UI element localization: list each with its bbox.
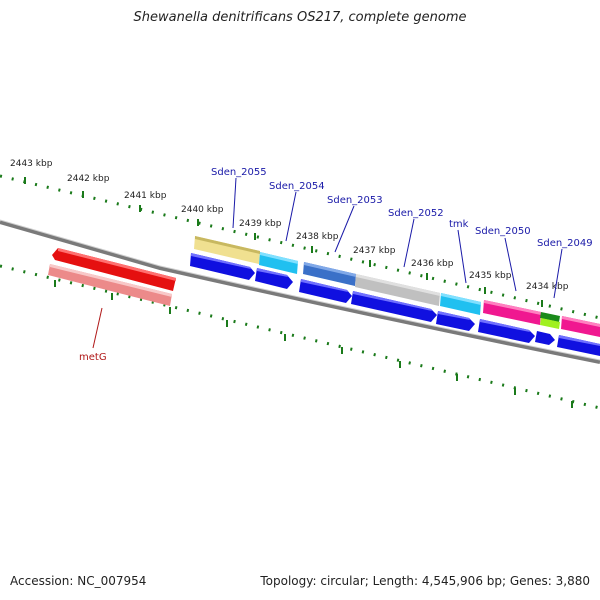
gene-label-sden-2050: Sden_2050 xyxy=(475,226,531,237)
scale-label: 2439 kbp xyxy=(239,219,282,229)
scale-label: 2442 kbp xyxy=(67,174,110,184)
label-leaders xyxy=(232,177,563,299)
scale-label: 2434 kbp xyxy=(526,282,569,292)
scale-label: 2441 kbp xyxy=(124,191,167,201)
metG-leader xyxy=(92,307,103,349)
gene-label-sden-2052: Sden_2052 xyxy=(388,208,444,219)
gene-label-tmk: tmk xyxy=(449,219,469,230)
scale-labels: 2443 kbp 2442 kbp 2441 kbp 2440 kbp 2439… xyxy=(10,159,569,292)
genome-backbone xyxy=(0,220,600,364)
gene-label-sden-2053: Sden_2053 xyxy=(327,195,383,206)
scale-label: 2438 kbp xyxy=(296,232,339,242)
scale-label: 2437 kbp xyxy=(353,246,396,256)
topology-text: Topology: circular; Length: 4,545,906 bp… xyxy=(260,574,590,588)
upper-major-ticks xyxy=(24,177,543,307)
gene-label-sden-2055: Sden_2055 xyxy=(211,167,267,178)
scale-label: 2440 kbp xyxy=(181,205,224,215)
scale-label: 2435 kbp xyxy=(469,271,512,281)
gene-label-sden-2054: Sden_2054 xyxy=(269,181,325,192)
scale-label: 2436 kbp xyxy=(411,259,454,269)
scale-label: 2443 kbp xyxy=(10,159,53,169)
gene-arrows[interactable] xyxy=(190,253,600,356)
map-title: Shewanella denitrificans OS217, complete… xyxy=(133,10,467,25)
lower-major-ticks xyxy=(54,280,573,408)
feature-boxes-upper xyxy=(194,236,600,337)
accession-text: Accession: NC_007954 xyxy=(10,574,147,588)
gene-label-metG: metG xyxy=(79,352,107,363)
gene-labels: Sden_2055 Sden_2054 Sden_2053 Sden_2052 … xyxy=(211,167,593,249)
gene-metG[interactable] xyxy=(48,248,176,306)
gene-label-sden-2049: Sden_2049 xyxy=(537,238,593,249)
